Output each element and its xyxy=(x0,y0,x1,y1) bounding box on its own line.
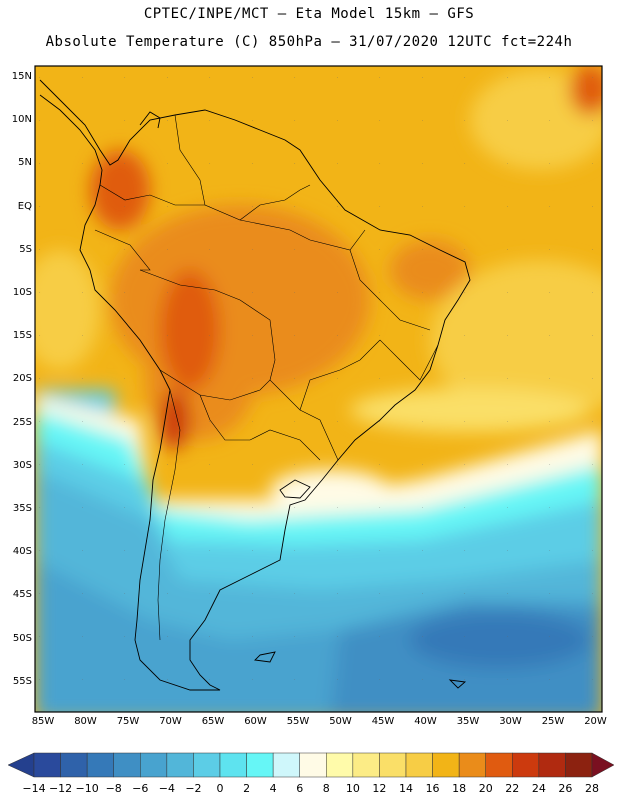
colorbar-swatch xyxy=(193,752,221,778)
lat-label: EQ xyxy=(17,200,32,212)
lon-label: 25W xyxy=(541,716,565,727)
lon-label: 35W xyxy=(456,716,480,727)
graticule xyxy=(35,66,602,712)
colorbar-label: 8 xyxy=(322,782,330,795)
map-title: CPTEC/INPE/MCT – Eta Model 15km – GFS xyxy=(143,6,475,22)
colorbar-swatch xyxy=(272,752,300,778)
colorbar-label: −12 xyxy=(48,782,73,795)
lon-label: 85W xyxy=(31,716,55,727)
lat-label: 20S xyxy=(12,373,32,385)
country-borders xyxy=(94,114,439,641)
colorbar-label: 2 xyxy=(243,782,251,795)
colorbar-label: 26 xyxy=(558,782,573,795)
colorbar-swatch xyxy=(219,752,247,778)
colorbar-swatch xyxy=(352,752,380,778)
colorbar-label: 12 xyxy=(372,782,387,795)
colorbar-swatch xyxy=(432,752,460,778)
colorbar-label: 0 xyxy=(216,782,224,795)
colorbar-swatch xyxy=(60,752,88,778)
colorbar-label: −4 xyxy=(158,782,175,795)
lat-label: 15N xyxy=(11,71,32,82)
lon-label: 75W xyxy=(116,716,140,727)
lon-label: 20W xyxy=(584,716,607,727)
colorbar-label: 18 xyxy=(452,782,467,795)
colorbar-label: 14 xyxy=(399,782,413,795)
colorbar-swatch xyxy=(140,752,168,778)
lon-label: 55W xyxy=(286,716,310,727)
lon-label: 80W xyxy=(74,716,97,727)
coastlines xyxy=(39,79,471,691)
lat-label: 10N xyxy=(11,114,32,126)
lon-label: 50W xyxy=(329,716,352,727)
lon-label: 40W xyxy=(414,716,437,727)
lat-label: 15S xyxy=(12,330,32,342)
colorbar-label: −14 xyxy=(22,782,46,795)
colorbar-swatch xyxy=(86,752,114,778)
colorbar-swatch xyxy=(246,752,274,778)
lat-label: 55S xyxy=(12,675,32,687)
colorbar-swatch xyxy=(405,752,433,778)
lat-label: 50S xyxy=(12,632,32,644)
colorbar-label: 4 xyxy=(269,782,277,795)
lat-label: 25S xyxy=(12,416,32,428)
colorbar-swatch xyxy=(326,752,354,778)
lat-label: 5S xyxy=(19,243,32,255)
colorbar-swatch xyxy=(485,752,513,778)
colorbar-swatch xyxy=(565,752,593,778)
lat-label: 5N xyxy=(18,157,32,169)
lat-label: 10S xyxy=(12,287,32,298)
colorbar-swatch xyxy=(166,752,194,778)
colorbar-under-arrow xyxy=(7,752,35,778)
lon-label: 30W xyxy=(499,716,522,727)
lat-label: 35S xyxy=(12,503,32,514)
colorbar-label: 16 xyxy=(425,782,440,795)
colorbar-swatch xyxy=(512,752,540,778)
colorbar-swatch xyxy=(379,752,407,778)
lat-label: 40S xyxy=(12,546,32,558)
colorbar-label: 22 xyxy=(505,782,520,795)
colorbar-swatch xyxy=(113,752,141,778)
colorbar-label: −2 xyxy=(185,782,202,795)
colorbar-label: 28 xyxy=(585,782,599,795)
colorbar-swatch xyxy=(538,752,566,778)
lon-label: 70W xyxy=(159,716,182,727)
lat-label: 30S xyxy=(12,459,32,471)
colorbar-label: −6 xyxy=(132,782,149,795)
colorbar-label: −8 xyxy=(105,782,122,795)
colorbar-over-arrow xyxy=(591,752,615,778)
colorbar-label: 24 xyxy=(531,782,546,795)
lon-label: 45W xyxy=(371,716,395,727)
colorbar-swatch xyxy=(33,752,61,778)
lat-label: 45S xyxy=(12,589,32,601)
colorbar-swatch xyxy=(299,752,327,778)
map-subtitle: Absolute Temperature (C) 850hPa – 31/07/… xyxy=(45,34,573,50)
colorbar-label: −10 xyxy=(75,782,99,795)
lon-label: 65W xyxy=(201,716,225,727)
colorbar xyxy=(7,752,615,778)
map-frame xyxy=(34,65,603,713)
colorbar-label: 10 xyxy=(345,782,360,795)
lon-label: 60W xyxy=(244,716,267,727)
colorbar-label: 20 xyxy=(478,782,493,795)
colorbar-swatch xyxy=(458,752,486,778)
colorbar-label: 6 xyxy=(296,782,304,795)
